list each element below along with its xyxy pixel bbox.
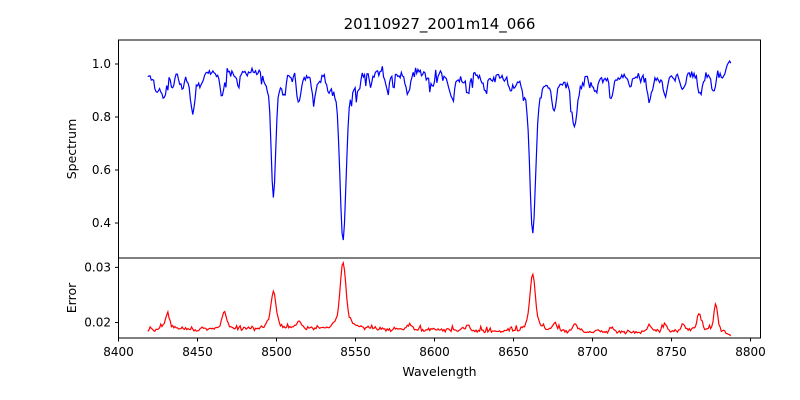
spectrum-y-tick-label: 0.8 <box>92 110 111 124</box>
x-tick-label: 8700 <box>577 345 608 359</box>
x-tick-label: 8500 <box>261 345 292 359</box>
x-tick-label: 8550 <box>340 345 371 359</box>
spectrum-y-tick-label: 1.0 <box>92 57 111 71</box>
x-axis-ticks: 8400 8450 8500 8550 8600 8650 8700 8750 8800 <box>103 338 766 359</box>
x-tick-label: 8600 <box>419 345 450 359</box>
error-panel: 0.02 0.03 Error <box>64 257 761 339</box>
spectrum-line-series <box>147 59 732 241</box>
spectrum-panel: 0.4 0.6 0.8 1.0 Spectrum <box>64 39 761 259</box>
x-tick-label: 8650 <box>498 345 529 359</box>
error-y-tick-label: 0.02 <box>84 316 111 330</box>
error-line-series <box>147 260 732 337</box>
spectrum-y-tick-label: 0.4 <box>92 216 111 230</box>
x-axis-label: Wavelength <box>402 364 476 379</box>
x-tick-label: 8800 <box>735 345 766 359</box>
error-panel-frame <box>118 257 761 339</box>
spectrum-y-axis-ticks: 0.4 0.6 0.8 1.0 <box>92 57 119 230</box>
error-y-axis-label: Error <box>64 282 79 313</box>
x-tick-label: 8750 <box>656 345 687 359</box>
spectrum-y-axis-label: Spectrum <box>64 119 79 180</box>
x-tick-label: 8400 <box>103 345 134 359</box>
chart-title: 20110927_2001m14_066 <box>344 15 536 34</box>
error-y-tick-label: 0.03 <box>84 260 111 274</box>
error-y-axis-ticks: 0.02 0.03 <box>84 260 119 330</box>
spectrum-y-tick-label: 0.6 <box>92 163 111 177</box>
x-tick-label: 8450 <box>182 345 213 359</box>
